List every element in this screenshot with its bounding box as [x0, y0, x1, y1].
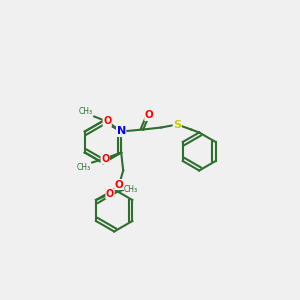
- Text: O: O: [145, 110, 154, 121]
- Text: CH₃: CH₃: [79, 106, 93, 116]
- Text: CH₃: CH₃: [77, 164, 91, 172]
- Text: O: O: [106, 189, 114, 199]
- Text: N: N: [117, 127, 126, 136]
- Text: S: S: [173, 119, 181, 130]
- Text: O: O: [103, 116, 111, 127]
- Text: O: O: [115, 179, 124, 190]
- Text: CH₃: CH₃: [124, 185, 138, 194]
- Text: O: O: [101, 154, 109, 164]
